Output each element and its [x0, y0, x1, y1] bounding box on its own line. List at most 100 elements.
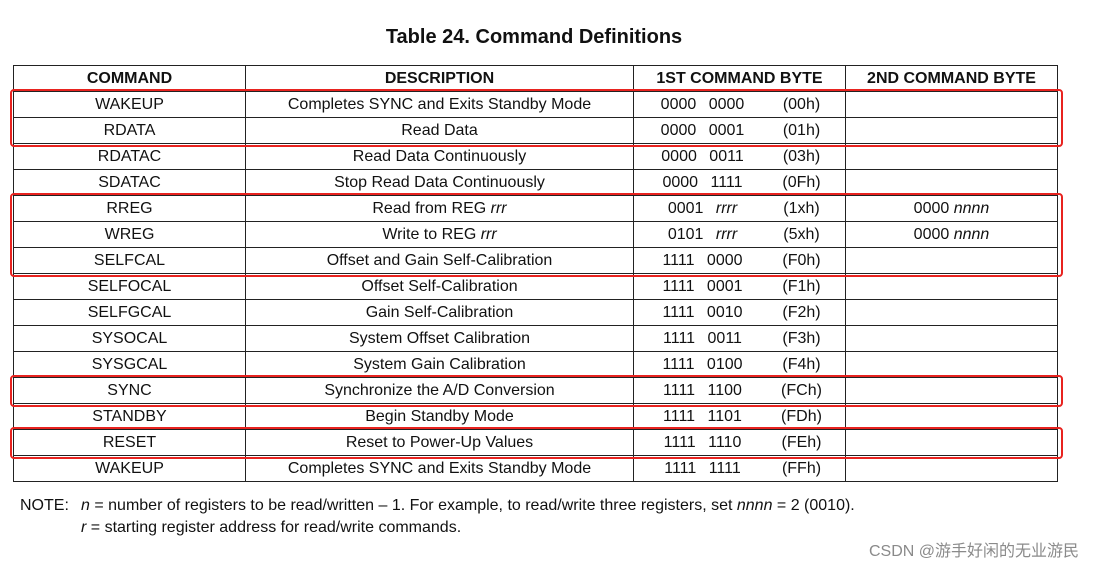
text-run: Read from REG — [372, 199, 491, 217]
italic-run: nnnn — [736, 497, 773, 514]
table-row: SDATAC Stop Read Data Continuously 0000 11… — [13, 169, 1058, 196]
text-run: Offset and Gain Self-Calibration — [326, 251, 553, 269]
command-table: COMMAND DESCRIPTION 1ST COMMAND BYTE 2ND CO… — [13, 65, 1058, 482]
text-run: Reset to Power-Up Values — [345, 433, 534, 451]
description-cell: Read Data — [245, 117, 634, 144]
byte-bits: 0001 rrrr — [648, 200, 758, 218]
byte-hex: (00h) — [782, 95, 821, 113]
byte-hex: (F2h) — [782, 303, 821, 321]
text-run: 0000 0000 — [660, 95, 745, 113]
header-row: COMMAND DESCRIPTION 1ST COMMAND BYTE 2ND CO… — [13, 65, 1058, 92]
italic-run: nnnn — [953, 225, 990, 243]
italic-run: rrr — [480, 225, 497, 243]
table-row: RDATAC Read Data Continuously 0000 0011 (03… — [13, 143, 1058, 170]
first-byte-cell: 1111 0100 (F4h) — [633, 351, 846, 378]
text-run: 0000 — [913, 225, 954, 243]
text-run: Completes SYNC and Exits Standby Mode — [287, 459, 592, 477]
byte-hex: (FFh) — [781, 459, 822, 477]
text-run: 1111 0011 — [663, 329, 742, 347]
first-byte-cell: 0101 rrrr (5xh) — [633, 221, 846, 248]
text-run: Offset Self-Calibration — [361, 277, 518, 295]
first-byte-cell: 1111 0000 (F0h) — [633, 247, 846, 274]
italic-run: rrr — [490, 199, 507, 217]
second-byte-cell — [845, 273, 1058, 300]
text-run: 0000 1111 — [662, 173, 743, 191]
note-label: NOTE: — [20, 497, 69, 514]
byte-bits: 1111 1100 — [648, 382, 758, 400]
byte-bits: 1111 1101 — [648, 408, 758, 426]
byte-bits: 1111 1110 — [648, 434, 758, 452]
text-run: 1111 0000 — [662, 251, 743, 269]
table-row: SYSOCAL System Offset Calibration 1111 001… — [13, 325, 1058, 352]
column-header: DESCRIPTION — [245, 65, 634, 92]
description-cell: Completes SYNC and Exits Standby Mode — [245, 455, 634, 482]
second-byte-cell — [845, 403, 1058, 430]
first-byte-cell: 1111 1111 (FFh) — [633, 455, 846, 482]
byte-hex: (FCh) — [781, 381, 822, 399]
text-run: Stop Read Data Continuously — [334, 173, 545, 191]
second-byte-cell — [845, 325, 1058, 352]
second-byte-cell — [845, 169, 1058, 196]
first-byte-cell: 0000 0001 (01h) — [633, 117, 846, 144]
description-cell: Reset to Power-Up Values — [245, 429, 634, 456]
first-byte-cell: 1111 1110 (FEh) — [633, 429, 846, 456]
command-cell: RDATAC — [13, 143, 246, 170]
italic-run: rrrr — [715, 225, 738, 243]
text-run: 0000 — [913, 199, 954, 217]
text-run: 1111 0001 — [662, 277, 743, 295]
byte-bits: 0000 0001 — [648, 122, 758, 140]
command-cell: STANDBY — [13, 403, 246, 430]
text-run: Read Data — [401, 121, 478, 139]
first-byte-cell: 1111 0010 (F2h) — [633, 299, 846, 326]
table-row: RREG Read from REG rrr 0001 rrrr (1xh) 0000 … — [13, 195, 1058, 222]
first-byte-cell: 1111 0011 (F3h) — [633, 325, 846, 352]
command-cell: SDATAC — [13, 169, 246, 196]
italic-run: nnnn — [953, 199, 990, 217]
highlight-box — [10, 88, 1063, 147]
byte-bits: 1111 0100 — [648, 356, 758, 374]
byte-bits: 0101 rrrr — [648, 226, 758, 244]
description-cell: Offset Self-Calibration — [245, 273, 634, 300]
byte-hex: (5xh) — [783, 225, 820, 243]
second-byte-cell — [845, 299, 1058, 326]
highlight-box — [10, 426, 1063, 459]
column-header: 1ST COMMAND BYTE — [633, 65, 846, 92]
description-cell: System Gain Calibration — [245, 351, 634, 378]
description-cell: Read Data Continuously — [245, 143, 634, 170]
table-row: RDATA Read Data 0000 0001 (01h) — [13, 117, 1058, 144]
byte-bits: 0000 1111 — [648, 174, 758, 192]
text-run: 1111 1100 — [663, 381, 742, 399]
byte-bits: 0000 0000 — [648, 96, 758, 114]
italic-run: rrrr — [715, 199, 738, 217]
description-cell: Begin Standby Mode — [245, 403, 634, 430]
first-byte-cell: 0000 0000 (00h) — [633, 91, 846, 118]
command-cell: WAKEUP — [13, 91, 246, 118]
italic-run: n — [81, 497, 90, 514]
table-row: SELFGCAL Gain Self-Calibration 1111 0010 (F… — [13, 299, 1058, 326]
note: NOTE: n = number of registers to be read/… — [20, 495, 855, 539]
note-line: NOTE: n = number of registers to be read/… — [20, 495, 855, 517]
description-cell: Gain Self-Calibration — [245, 299, 634, 326]
text-run: = number of registers to be read/written… — [89, 497, 737, 514]
text-run: Begin Standby Mode — [365, 407, 514, 425]
second-byte-cell — [845, 455, 1058, 482]
byte-bits: 1111 0010 — [648, 304, 758, 322]
table-row: SELFOCAL Offset Self-Calibration 1111 0001… — [13, 273, 1058, 300]
text-run: Read Data Continuously — [352, 147, 527, 165]
watermark: CSDN @游手好闲的无业游民 — [868, 543, 1079, 560]
first-byte-cell: 0001 rrrr (1xh) — [633, 195, 846, 222]
text-run: System Gain Calibration — [353, 355, 526, 373]
byte-bits: 1111 0001 — [648, 278, 758, 296]
italic-run: r — [81, 519, 87, 536]
second-byte-cell: 0000 nnnn — [845, 195, 1058, 222]
table-row: SYSGCAL System Gain Calibration 1111 0100 (… — [13, 351, 1058, 378]
text-run: 0001 — [667, 199, 716, 217]
table-row: RESET Reset to Power-Up Values 1111 1110 (F… — [13, 429, 1058, 456]
column-header: 2ND COMMAND BYTE — [845, 65, 1058, 92]
text-run: Synchronize the A/D Conversion — [324, 381, 555, 399]
text-run: = 2 (0010). — [772, 497, 855, 514]
command-cell: WAKEUP — [13, 455, 246, 482]
byte-bits: 1111 0011 — [648, 330, 758, 348]
byte-hex: (F1h) — [782, 277, 821, 295]
